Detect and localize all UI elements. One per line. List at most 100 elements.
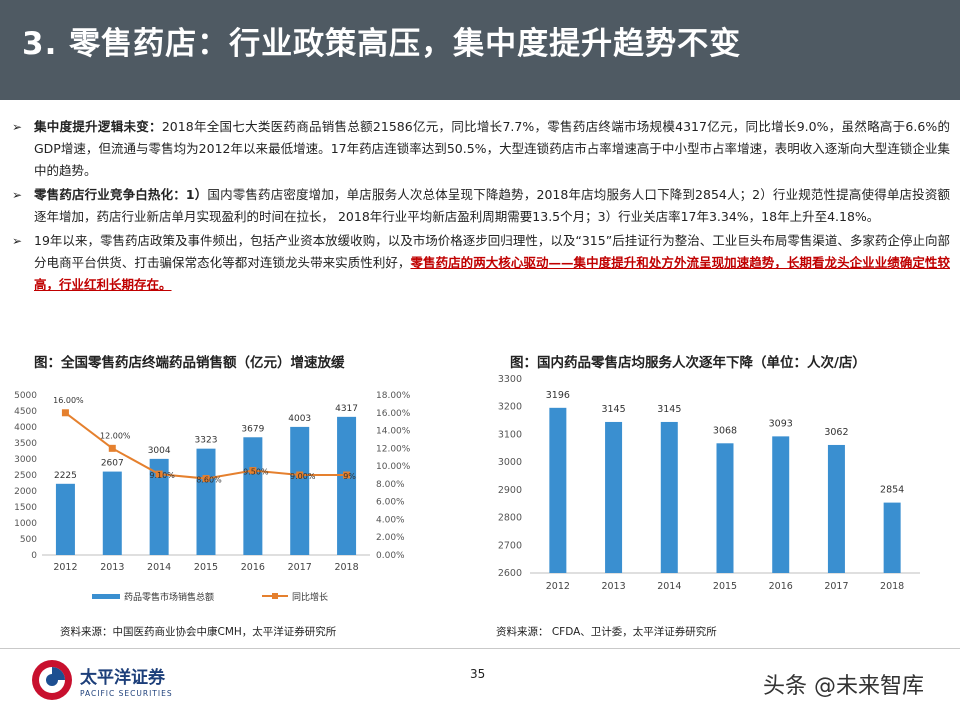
- y2-tick-label: 2.00%: [376, 533, 405, 543]
- line-value-label: 9%: [343, 472, 356, 481]
- y-tick-label: 1500: [14, 503, 37, 513]
- bar: [337, 416, 357, 555]
- logo-en-text: PACIFIC SECURITIES: [80, 689, 173, 698]
- y-tick-label: 3200: [498, 402, 522, 413]
- bullet-lead: 零售药店行业竞争白热化：1）: [34, 187, 208, 202]
- bar: [549, 407, 567, 573]
- legend-bar-swatch: [92, 594, 120, 599]
- bullet-item: ➢ 19年以来，零售药店政策及事件频出，包括产业资本放缓收购，以及市场价格逐步回…: [10, 230, 950, 296]
- bar-value-label: 2607: [101, 459, 124, 469]
- bar-value-label: 2854: [880, 485, 904, 496]
- line-point: [202, 475, 210, 483]
- y-tick-label: 500: [20, 535, 37, 545]
- bar-value-label: 3004: [148, 446, 171, 456]
- bar-value-label: 3062: [824, 427, 848, 438]
- y-tick-label: 4000: [14, 423, 37, 433]
- bar: [883, 502, 901, 573]
- y2-tick-label: 16.00%: [376, 409, 411, 419]
- left-chart-title: 图：全国零售药店终端药品销售额（亿元）增速放缓: [34, 355, 345, 371]
- y-tick-label: 1000: [14, 519, 37, 529]
- right-chart-source: 资料来源： CFDA、卫计委，太平洋证券研究所: [496, 626, 717, 638]
- y2-tick-label: 6.00%: [376, 498, 405, 508]
- bar-value-label: 4003: [288, 414, 311, 424]
- x-tick-label: 2017: [824, 581, 848, 592]
- bullet-item: ➢ 集中度提升逻辑未变：2018年全国七大类医药商品销售总额21586亿元，同比…: [10, 116, 950, 182]
- y2-tick-label: 18.00%: [376, 391, 411, 401]
- bar-value-label: 3145: [657, 404, 681, 415]
- arrow-bullet-icon: ➢: [12, 120, 23, 134]
- legend-bar-label: 药品零售市场销售总额: [124, 591, 214, 603]
- x-tick-label: 2016: [241, 562, 265, 573]
- y-tick-label: 0: [31, 551, 37, 561]
- y-tick-label: 2700: [498, 540, 522, 551]
- bullet-lead: 集中度提升逻辑未变：: [34, 119, 162, 134]
- y2-tick-label: 12.00%: [376, 444, 411, 454]
- bullet-list: ➢ 集中度提升逻辑未变：2018年全国七大类医药商品销售总额21586亿元，同比…: [10, 116, 950, 298]
- logo-cn-text: 太平洋证券: [80, 667, 166, 688]
- x-tick-label: 2018: [880, 581, 904, 592]
- bar: [605, 421, 623, 573]
- bar: [243, 437, 263, 555]
- line-value-label: 9.50%: [243, 468, 269, 477]
- bullet-item: ➢ 零售药店行业竞争白热化：1）国内零售药店密度增加，单店服务人次总体呈现下降趋…: [10, 184, 950, 228]
- x-tick-label: 2018: [334, 562, 358, 573]
- y-tick-label: 2900: [498, 485, 522, 496]
- x-tick-label: 2015: [713, 581, 737, 592]
- x-tick-label: 2015: [194, 562, 218, 573]
- arrow-bullet-icon: ➢: [12, 234, 23, 248]
- bar: [716, 443, 734, 573]
- bar: [149, 458, 169, 555]
- y2-tick-label: 8.00%: [376, 480, 405, 490]
- y-tick-label: 2500: [14, 471, 37, 481]
- bar-value-label: 3679: [241, 424, 264, 434]
- bar-value-label: 4317: [335, 404, 358, 414]
- bar: [196, 448, 216, 555]
- line-value-label: 9.10%: [149, 471, 175, 480]
- bar-value-label: 3196: [546, 390, 570, 401]
- bar: [827, 444, 845, 573]
- y-tick-label: 5000: [14, 391, 37, 401]
- legend-line-label: 同比增长: [292, 591, 328, 603]
- y-tick-label: 3500: [14, 439, 37, 449]
- x-tick-label: 2014: [147, 562, 171, 573]
- line-point: [249, 467, 257, 475]
- x-tick-label: 2014: [657, 581, 681, 592]
- bar-value-label: 3145: [601, 404, 625, 415]
- bar-value-label: 3093: [769, 418, 793, 429]
- line-point: [296, 471, 304, 479]
- y2-tick-label: 14.00%: [376, 427, 411, 437]
- page-number: 35: [470, 667, 486, 681]
- line-value-label: 8.60%: [196, 476, 222, 485]
- bullet-text: 2018年全国七大类医药商品销售总额21586亿元，同比增长7.7%，零售药店终…: [34, 119, 950, 178]
- bullet-text: 19年以来，零售药店政策及事件频出，包括产业资本放缓收购，以及市场价格逐步回归理…: [34, 233, 950, 270]
- line-point: [155, 470, 163, 478]
- bar: [102, 471, 122, 555]
- x-tick-label: 2013: [100, 562, 124, 573]
- line-value-label: 16.00%: [53, 396, 84, 405]
- title-bar: 3. 零售药店：行业政策高压，集中度提升趋势不变: [0, 0, 960, 100]
- company-logo: 太平洋证券 PACIFIC SECURITIES: [28, 656, 198, 704]
- x-tick-label: 2012: [53, 562, 77, 573]
- bar-value-label: 2225: [54, 471, 77, 481]
- y-tick-label: 3000: [14, 455, 37, 465]
- y2-tick-label: 0.00%: [376, 551, 405, 561]
- line-point: [61, 409, 69, 417]
- bar: [772, 436, 790, 573]
- y-tick-label: 2800: [498, 513, 522, 524]
- y-tick-label: 2600: [498, 568, 522, 579]
- bullet-highlight: 零售药店的两大核心驱动——集中度提升和处方外流呈现加速趋势，长期看龙头企业业绩确…: [34, 255, 950, 292]
- bar: [660, 421, 678, 573]
- y-tick-label: 3000: [498, 457, 522, 468]
- arrow-bullet-icon: ➢: [12, 188, 23, 202]
- y-tick-label: 4500: [14, 407, 37, 417]
- bar: [290, 426, 310, 555]
- left-chart-source: 资料来源：中国医药商业协会中康CMH，太平洋证券研究所: [60, 626, 337, 638]
- bullet-text: 国内零售药店密度增加，单店服务人次总体呈现下降趋势，2018年店均服务人口下降到…: [34, 187, 950, 224]
- y-tick-label: 3100: [498, 429, 522, 440]
- right-chart: 2600 2700 2800 2900 3000 3100 3200 3300 3196 2012…: [498, 374, 920, 592]
- line-value-label: 9.00%: [290, 472, 316, 481]
- x-tick-label: 2012: [546, 581, 570, 592]
- y2-tick-label: 10.00%: [376, 462, 411, 472]
- right-chart-title: 图：国内药品零售店均服务人次逐年下降（单位：人次/店）: [510, 355, 866, 371]
- x-tick-label: 2017: [288, 562, 312, 573]
